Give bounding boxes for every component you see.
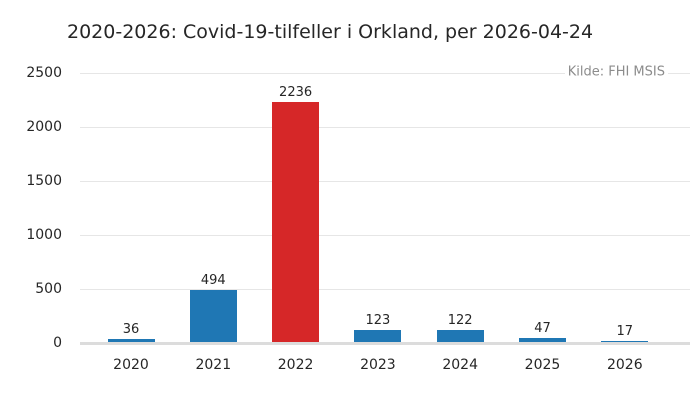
bar — [519, 337, 566, 343]
x-tick-label: 2021 — [195, 357, 232, 373]
y-tick-label: 0 — [53, 335, 62, 351]
bar-value-label: 17 — [616, 324, 634, 340]
gridline — [80, 127, 690, 128]
bar-value-label: 494 — [200, 272, 226, 288]
y-tick-label: 1000 — [26, 227, 62, 243]
bar — [189, 289, 237, 343]
gridline — [80, 289, 690, 290]
y-tick-label: 500 — [35, 281, 62, 297]
x-axis-baseline — [80, 341, 690, 345]
bar — [107, 339, 155, 343]
bar — [436, 329, 484, 343]
gridline — [80, 235, 690, 236]
bar — [354, 329, 402, 343]
x-tick-label: 2020 — [113, 357, 149, 373]
bar-value-label: 123 — [365, 312, 391, 328]
bar-value-label: 122 — [447, 312, 473, 328]
bar-value-label: 2236 — [279, 84, 313, 100]
bar-value-label: 36 — [122, 322, 140, 338]
y-tick-label: 1500 — [26, 173, 62, 189]
gridline — [80, 181, 690, 182]
x-tick-label: 2026 — [606, 357, 643, 373]
chart-title: 2020-2026: Covid-19-tilfeller i Orkland,… — [67, 21, 594, 43]
bar — [272, 101, 320, 343]
gridline — [80, 73, 690, 74]
source-annotation: Kilde: FHI MSIS — [564, 64, 668, 80]
x-tick-label: 2025 — [524, 357, 561, 373]
x-tick-label: 2024 — [442, 357, 478, 373]
y-tick-label: 2000 — [26, 119, 62, 135]
x-tick-label: 2022 — [277, 357, 314, 373]
x-tick-label: 2023 — [360, 357, 396, 373]
bar-value-label: 47 — [534, 320, 551, 336]
y-tick-label: 2500 — [26, 65, 62, 81]
